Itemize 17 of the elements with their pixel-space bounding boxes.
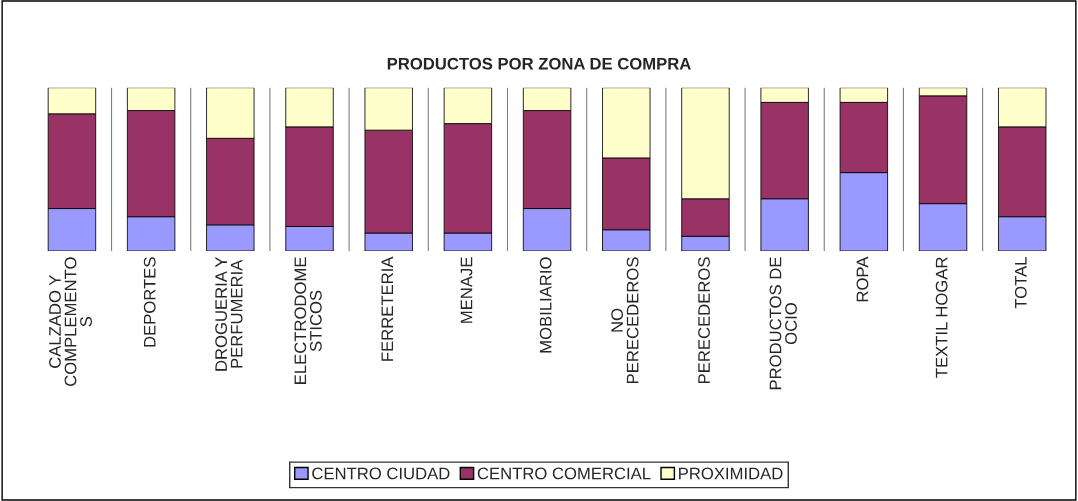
legend-label: PROXIMIDAD [679, 467, 783, 480]
x-tick-label: DEPORTES [143, 257, 156, 347]
x-tick-label: CALZADO Y COMPLEMENTO S [49, 257, 92, 386]
x-tick-label: ELECTRODOME STICOS [294, 257, 322, 384]
legend-label: CENTRO COMERCIAL [477, 467, 651, 480]
legend-label: CENTRO CIUDAD [312, 467, 450, 480]
x-tick-label: PRODUCTOS DE OCIO [769, 257, 797, 390]
x-tick-label: FERRETERIA [381, 256, 394, 361]
x-tick-label: TOTAL [1014, 257, 1027, 309]
x-tick-label: ROPA [856, 256, 869, 302]
chart-title: PRODUCTOS POR ZONA DE COMPRA [387, 57, 691, 70]
x-tick-label: PERECEDEROS [698, 257, 710, 383]
x-tick-label: MOBILIARIO [539, 257, 552, 353]
x-tick-label: MENAJE [460, 257, 473, 323]
x-tick-label: TEXTIL HOGAR [935, 257, 948, 378]
x-tick-label: NO PERECEDEROS [611, 257, 639, 383]
x-tick-label: DROGUERIA Y PERFUMERIA [215, 256, 243, 371]
